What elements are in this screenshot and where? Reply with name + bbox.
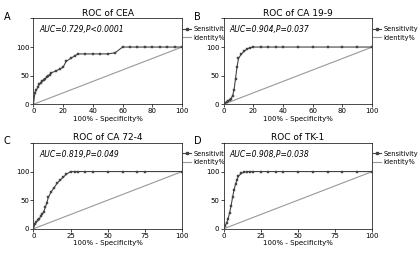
Legend: Sensitivity%, Identity%: Sensitivity%, Identity% xyxy=(183,26,234,41)
Title: ROC of CA 72-4: ROC of CA 72-4 xyxy=(73,133,143,142)
Text: D: D xyxy=(194,136,201,146)
Title: ROC of CA 19-9: ROC of CA 19-9 xyxy=(263,9,333,18)
Title: ROC of CEA: ROC of CEA xyxy=(82,9,134,18)
Title: ROC of TK-1: ROC of TK-1 xyxy=(271,133,324,142)
Text: AUC=0.904,P=0.037: AUC=0.904,P=0.037 xyxy=(229,25,309,34)
X-axis label: 100% - Specificity%: 100% - Specificity% xyxy=(73,116,143,122)
Text: B: B xyxy=(194,12,201,22)
X-axis label: 100% - Specificity%: 100% - Specificity% xyxy=(73,240,143,246)
Text: AUC=0.729,P<0.0001: AUC=0.729,P<0.0001 xyxy=(39,25,124,34)
Text: A: A xyxy=(4,12,10,22)
Text: AUC=0.908,P=0.038: AUC=0.908,P=0.038 xyxy=(229,150,309,159)
X-axis label: 100% - Specificity%: 100% - Specificity% xyxy=(263,240,333,246)
Legend: Sensitivity%, Identity%: Sensitivity%, Identity% xyxy=(373,26,418,41)
Legend: Sensitivity%, Identity%: Sensitivity%, Identity% xyxy=(183,150,234,165)
X-axis label: 100% - Specificity%: 100% - Specificity% xyxy=(263,116,333,122)
Legend: Sensitivity%, Identity%: Sensitivity%, Identity% xyxy=(373,150,418,165)
Text: AUC=0.819,P=0.049: AUC=0.819,P=0.049 xyxy=(39,150,119,159)
Text: C: C xyxy=(4,136,10,146)
